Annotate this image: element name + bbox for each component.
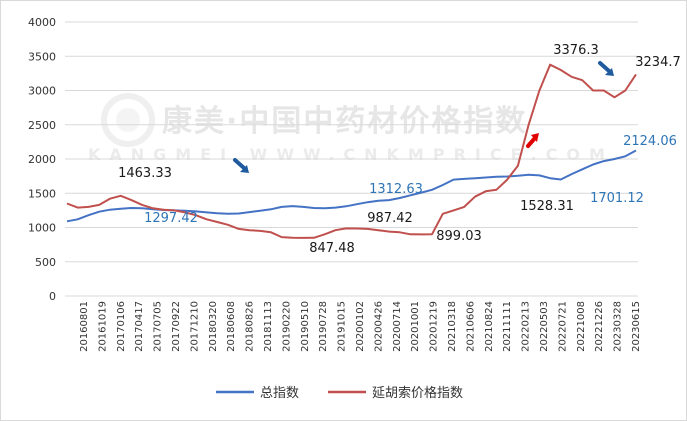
y-tick-label: 3000 [28,85,56,98]
data-label: 987.42 [367,211,413,226]
x-tick-label: 20201001 [410,301,421,352]
watermark-logo [101,93,155,147]
data-label: 1297.42 [144,211,198,226]
x-tick-label: 20160801 [79,301,90,352]
x-tick-label: 20210824 [484,301,495,352]
x-tick-label: 20211111 [502,301,513,352]
x-tick-label: 20190220 [281,301,292,352]
legend: 总指数 延胡索价格指数 [216,385,463,401]
x-tick-label: 20170417 [134,301,145,352]
trend-arrow-icon [598,61,614,76]
x-tick-label: 20180826 [245,301,256,352]
x-tick-label: 20161019 [97,301,108,352]
y-tick-label: 0 [49,290,56,303]
trend-arrow-icon [233,158,249,173]
watermark-text-cn: 康美·中国中药材价格指数 [162,104,527,139]
x-tick-label: 20221226 [594,301,605,352]
data-label: 847.48 [309,241,355,256]
legend-label: 延胡索价格指数 [372,385,463,401]
x-tick-label: 20170922 [171,301,182,352]
trend-arrow-icon [526,133,539,148]
legend-label: 总指数 [260,386,299,401]
y-tick-label: 1500 [28,187,56,200]
y-axis-ticks: 0 500 1000 1500 2000 2500 3000 3500 4000 [28,16,56,303]
x-tick-label: 20210606 [465,301,476,352]
x-tick-label: 20230328 [613,301,624,352]
data-label: 899.03 [436,229,482,244]
watermark-text-en: KANGMEI WWW.CNKMPRICE.COM [88,145,614,164]
trend-arrows [233,61,614,173]
x-tick-label: 20220503 [539,301,550,352]
x-tick-label: 20210318 [447,301,458,352]
x-tick-label: 20201219 [429,301,440,352]
x-tick-label: 20220213 [521,301,532,352]
x-tick-label: 20180608 [226,301,237,352]
y-tick-label: 4000 [28,16,56,29]
series-lines [66,63,637,239]
data-label: 3376.3 [553,43,599,58]
y-tick-label: 2500 [28,119,56,132]
x-tick-label: 20190510 [300,301,311,352]
data-label: 2124.06 [623,134,677,149]
y-tick-label: 3500 [28,50,56,63]
x-tick-label: 20181113 [263,301,274,352]
x-tick-label: 20190728 [318,301,329,352]
data-label: 1528.31 [520,199,574,214]
y-tick-label: 2000 [28,153,56,166]
data-label: 1701.12 [590,191,644,206]
series-line-corydalis-index [66,63,637,239]
data-label: 3234.7 [635,55,681,70]
x-tick-label: 20170106 [116,301,127,352]
y-tick-label: 500 [35,256,56,269]
x-tick-label: 20170705 [153,301,164,352]
y-tick-label: 1000 [28,222,56,235]
data-annotations: 1463.33 1297.42 847.48 1312.63 987.42 899.03 1… [118,43,681,256]
x-tick-label: 20171210 [189,301,200,352]
data-label: 1463.33 [118,166,172,181]
x-tick-label: 20180320 [208,301,219,352]
x-tick-label: 20221008 [576,301,587,352]
x-tick-label: 20200714 [392,301,403,352]
x-tick-label: 20230615 [631,301,642,352]
x-tick-label: 20191015 [337,301,348,352]
x-tick-label: 20200426 [373,301,384,352]
grid-lines [65,21,638,297]
data-label: 1312.63 [369,182,423,197]
x-tick-label: 20220721 [557,301,568,352]
x-axis-ticks: 20160801 20161019 20170106 20170417 20170705… [79,301,642,352]
x-tick-label: 20200102 [355,301,366,352]
